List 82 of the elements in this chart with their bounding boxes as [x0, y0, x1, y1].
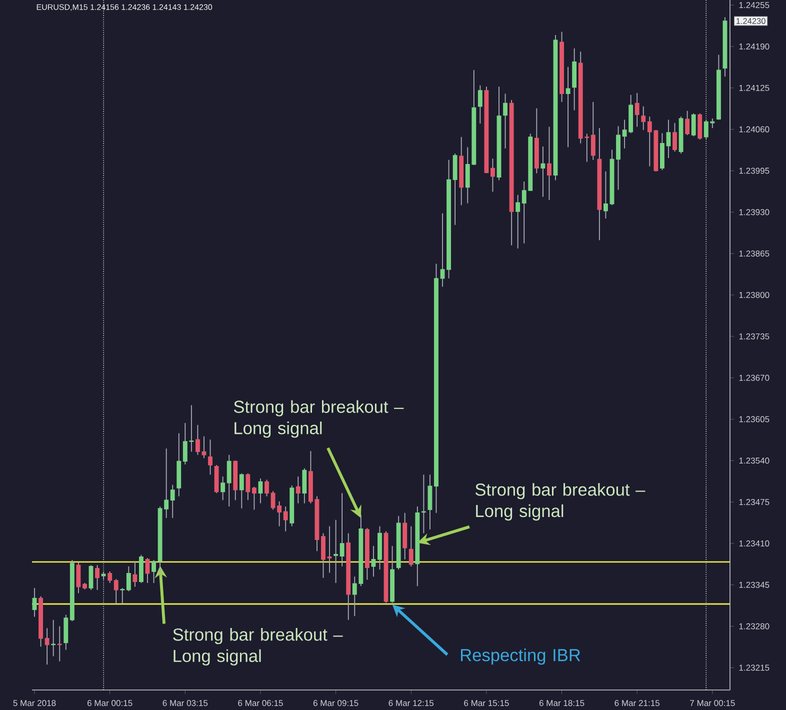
candlestick	[108, 571, 112, 584]
candlestick	[145, 558, 150, 584]
candlestick	[685, 110, 690, 136]
candlestick	[516, 194, 520, 249]
y-tick-label: 1.23800	[739, 292, 770, 298]
y-tick-label: 1.23995	[739, 168, 770, 174]
candlestick	[296, 476, 300, 504]
x-tick-label: 6 Mar 18:15	[539, 700, 584, 706]
candlestick	[95, 564, 100, 590]
y-tick-label: 1.24255	[739, 2, 770, 8]
candlestick	[302, 468, 307, 504]
candlestick	[666, 119, 671, 158]
candlestick	[440, 212, 445, 288]
annotation: Strong bar breakout – Long signal	[475, 483, 646, 521]
x-tick-label: 6 Mar 00:15	[88, 700, 132, 706]
candlestick	[590, 101, 596, 160]
y-tick-label: 1.23280	[739, 623, 770, 630]
candlestick	[408, 526, 414, 567]
candlestick	[698, 112, 702, 140]
y-tick-label: 1.23345	[739, 582, 770, 588]
chart-title: EURUSD,M15 1.24156 1.24236 1.24143 1.24230	[36, 4, 212, 11]
x-tick-label: 6 Mar 06:15	[238, 700, 283, 706]
candlestick	[490, 158, 495, 192]
candlestick	[478, 84, 482, 124]
y-tick-label: 1.23410	[739, 540, 770, 546]
candlestick	[641, 106, 646, 130]
y-tick-label: 1.23735	[739, 333, 770, 340]
y-tick-label: 1.23215	[739, 664, 770, 671]
candlestick	[208, 439, 212, 476]
candlestick	[152, 560, 156, 584]
candlestick	[252, 486, 256, 510]
candlestick	[321, 532, 326, 578]
candlestick	[340, 492, 344, 567]
y-tick-label: 1.23670	[739, 374, 770, 381]
annotation: Strong bar breakout – Long signal	[234, 400, 404, 438]
candlestick	[283, 506, 288, 532]
x-tick-label: 5 Mar 2018	[13, 700, 56, 706]
candlestick	[132, 560, 138, 588]
candlestick	[634, 92, 640, 128]
x-tick-label: 6 Mar 15:15	[464, 700, 509, 706]
candlestick	[672, 122, 677, 152]
candlestick	[226, 454, 232, 507]
x-tick-label: 6 Mar 03:15	[162, 700, 208, 706]
candlestick	[547, 126, 552, 201]
y-tick-label: 1.24060	[739, 126, 770, 132]
x-tick-label: 6 Mar 09:15	[313, 700, 358, 706]
annotation: Strong bar breakout – Long signal	[173, 628, 343, 666]
text: 1.24230	[736, 18, 766, 24]
x-tick-label: 6 Mar 21:15	[614, 700, 660, 706]
candlestick	[566, 66, 570, 148]
candlestick	[264, 479, 269, 497]
candlestick	[126, 566, 131, 592]
candlestick	[428, 474, 432, 530]
candlestick	[604, 170, 608, 219]
candlestick	[170, 484, 175, 518]
candlestick	[327, 526, 332, 574]
candlestick	[258, 478, 263, 504]
candlestick	[246, 472, 250, 501]
y-tick-label: 1.23540	[739, 458, 770, 464]
candlestick	[371, 546, 376, 578]
y-tick-label: 1.23475	[739, 499, 770, 506]
x-tick-label: 6 Mar 12:15	[388, 700, 434, 706]
x-tick-label: 7 Mar 00:15	[690, 700, 735, 706]
candlestick	[503, 93, 508, 149]
candlestick	[44, 628, 50, 665]
annotation: Respecting IBR	[460, 648, 580, 665]
y-tick-label: 1.23865	[739, 250, 770, 257]
y-tick-label: 1.23605	[739, 416, 770, 422]
candlestick	[32, 588, 37, 618]
candlestick	[239, 472, 244, 509]
candlestick	[114, 578, 118, 604]
candlestick	[334, 519, 338, 584]
candlestick	[88, 564, 94, 590]
y-tick-label: 1.24125	[739, 84, 770, 91]
y-tick-label: 1.23930	[739, 209, 770, 216]
candlestick	[220, 476, 226, 501]
candlestick	[120, 588, 125, 604]
candlestick	[540, 146, 546, 198]
candlestick	[76, 562, 81, 594]
y-tick-label: 1.24190	[739, 43, 770, 50]
candlestick	[196, 424, 200, 456]
candlestick	[691, 112, 696, 137]
